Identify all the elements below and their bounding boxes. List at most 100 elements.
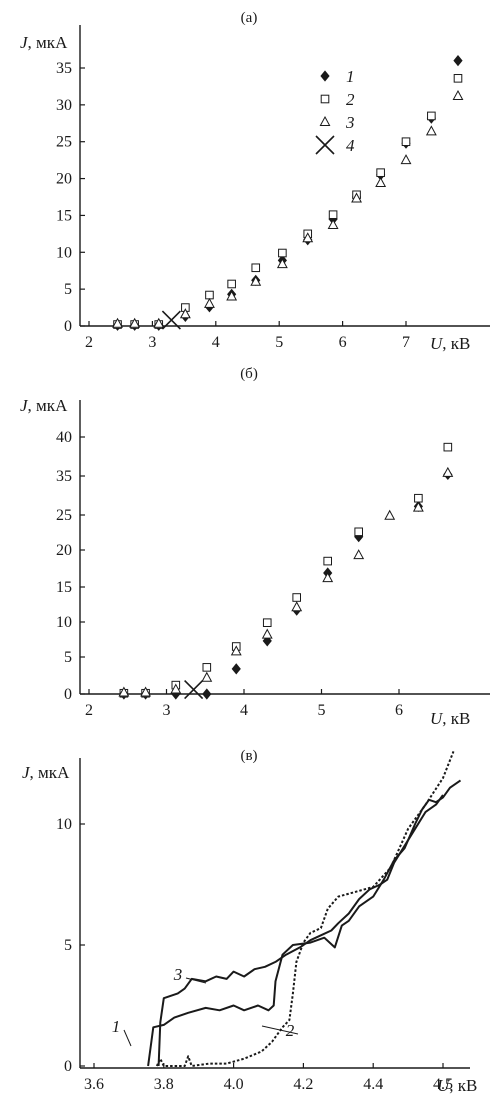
x-tick-label: 3.6: [84, 1076, 104, 1093]
legend-label: 2: [346, 90, 355, 109]
x-tick-label: 3: [163, 702, 171, 719]
data-point-triangle: [201, 671, 213, 682]
chart-title: (а): [241, 10, 258, 26]
x-tick-label: 3.8: [154, 1076, 174, 1093]
data-point-triangle: [425, 125, 437, 136]
x-tick-label: 6: [395, 702, 403, 719]
chart-title: (в): [240, 748, 257, 764]
data-point-triangle: [129, 317, 141, 328]
y-tick-label: 5: [64, 649, 72, 666]
series-2: [119, 442, 453, 698]
x-axis-symbol: U: [437, 1076, 451, 1095]
legend-label: 3: [345, 113, 355, 132]
series-line-1: [147, 779, 462, 1067]
data-point-triangle: [351, 192, 362, 203]
x-axis-unit: , кВ: [442, 334, 470, 353]
data-point-cross: [184, 679, 204, 700]
data-point-triangle: [276, 258, 288, 269]
data-point-square: [376, 168, 385, 177]
y-tick-label: 5: [64, 281, 72, 298]
series-label: 2: [286, 1021, 295, 1040]
y-tick-label: 35: [56, 468, 72, 485]
y-tick-label: 25: [56, 507, 72, 524]
legend-label: 1: [346, 67, 355, 86]
series-label: 1: [112, 1017, 121, 1036]
data-point-square: [401, 137, 411, 147]
data-point-square: [202, 663, 212, 672]
y-tick-label: 20: [56, 171, 72, 188]
legend-marker-cross: [315, 135, 335, 155]
legend-marker-triangle: [319, 115, 331, 126]
data-point-square: [427, 111, 436, 121]
data-point-diamond: [262, 635, 272, 647]
data-point-triangle: [118, 686, 130, 697]
y-tick-label: 15: [56, 579, 72, 596]
y-axis-unit: , мкА: [28, 396, 69, 415]
x-axis-symbol: U: [430, 334, 444, 353]
y-tick-label: 40: [56, 429, 72, 446]
series-4: [184, 679, 204, 700]
data-point-triangle: [153, 317, 165, 328]
y-tick-label: 0: [64, 686, 72, 703]
data-point-square: [443, 442, 453, 452]
data-point-triangle: [322, 572, 334, 583]
x-tick-label: 4: [240, 702, 248, 719]
data-point-triangle: [442, 466, 454, 477]
data-point-triangle: [353, 549, 365, 560]
series-3: [118, 466, 454, 697]
y-tick-label: 10: [56, 614, 72, 631]
data-point-triangle: [452, 89, 464, 101]
data-point-diamond: [231, 663, 241, 675]
x-axis-label: U, кВ: [430, 334, 470, 353]
series-2: [113, 74, 463, 329]
x-tick-label: 2: [85, 334, 93, 351]
chart-panel-2: (в) 0 5 10 3.6 3.8 4.0 4.2 4.4 4.5 J, мкА U, кВ 1 2 3: [22, 748, 477, 1095]
legend-marker-square: [320, 94, 330, 104]
y-axis-label: J, мкА: [22, 763, 70, 782]
data-point-square: [278, 248, 287, 258]
y-axis-label: J, мкА: [20, 396, 68, 415]
data-point-triangle: [412, 501, 424, 512]
data-point-square: [328, 210, 338, 219]
legend: 1 2 3 4: [315, 67, 355, 155]
y-axis-label: J, мкА: [20, 33, 68, 52]
y-tick-label: 30: [56, 97, 72, 114]
data-point-diamond: [354, 531, 364, 543]
y-axis-unit: , мкА: [30, 763, 71, 782]
data-point-triangle: [327, 218, 339, 230]
y-axis-symbol: J: [22, 763, 31, 782]
data-point-triangle: [170, 683, 182, 694]
y-axis-unit: , мкА: [28, 33, 69, 52]
data-point-triangle: [375, 176, 387, 187]
legend-label: 4: [346, 136, 355, 155]
data-point-triangle: [384, 509, 396, 520]
x-tick-label: 5: [275, 334, 283, 351]
series-line-2: [155, 751, 455, 1067]
data-point-square: [251, 263, 261, 273]
chart-title: (б): [240, 366, 258, 382]
data-point-triangle: [261, 628, 273, 639]
data-point-cross: [161, 310, 181, 330]
series-1: [119, 468, 453, 700]
series-3: [112, 89, 464, 328]
data-point-triangle: [226, 290, 238, 301]
x-tick-label: 3: [148, 334, 156, 351]
data-point-triangle: [230, 645, 242, 656]
data-point-triangle: [112, 317, 123, 328]
data-point-triangle: [140, 686, 152, 697]
data-point-triangle: [179, 308, 191, 319]
data-point-square: [262, 618, 272, 628]
data-point-square: [227, 279, 236, 289]
series-line-3: [157, 794, 444, 1067]
x-tick-label: 4.4: [363, 1076, 383, 1093]
y-tick-label: 10: [56, 244, 72, 261]
x-tick-label: 5: [318, 702, 326, 719]
y-tick-label: 25: [56, 134, 72, 151]
data-point-triangle: [302, 232, 314, 243]
y-tick-label: 35: [56, 60, 72, 77]
x-axis-label: U, кВ: [430, 709, 470, 728]
x-axis-symbol: U: [430, 709, 444, 728]
x-tick-label: 4: [212, 334, 220, 351]
data-point-square: [453, 74, 463, 83]
